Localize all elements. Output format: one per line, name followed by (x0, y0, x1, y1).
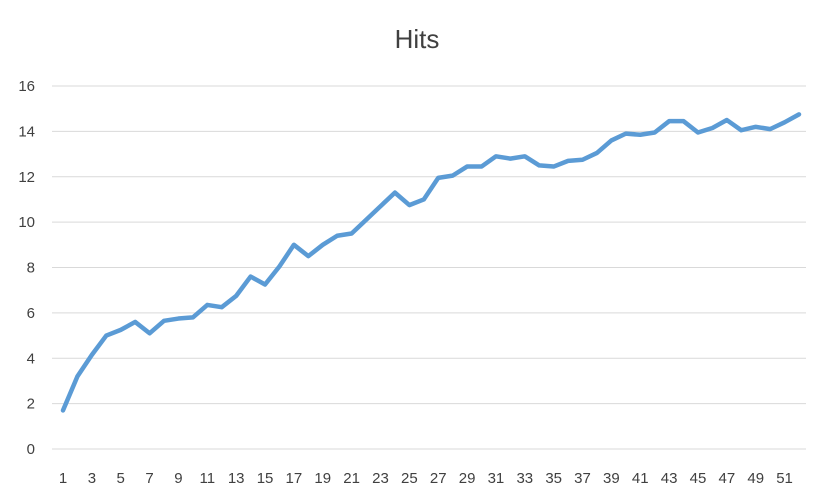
x-tick-label: 1 (59, 470, 67, 487)
x-tick-label: 19 (314, 470, 331, 487)
x-tick-label: 43 (661, 470, 678, 487)
series-line-0 (60, 112, 802, 413)
x-axis-tick-labels: 1 3 5 7 9 11 13 15 17 19 21 23 25 27 29 31 33 35 37 39 41 43 4… (59, 470, 793, 487)
y-tick-label: 4 (27, 350, 35, 367)
y-tick-label: 6 (27, 305, 35, 322)
x-tick-label: 45 (690, 470, 707, 487)
y-tick-label: 10 (18, 214, 35, 231)
y-tick-label: 14 (18, 123, 35, 140)
x-tick-label: 3 (88, 470, 96, 487)
x-tick-label: 33 (516, 470, 533, 487)
x-tick-label: 27 (430, 470, 447, 487)
y-tick-label: 0 (27, 441, 35, 458)
x-tick-label: 21 (343, 470, 360, 487)
y-tick-label: 8 (27, 260, 35, 277)
x-tick-label: 5 (117, 470, 125, 487)
x-tick-label: 17 (286, 470, 303, 487)
x-tick-label: 35 (545, 470, 562, 487)
x-tick-label: 31 (488, 470, 505, 487)
x-tick-label: 39 (603, 470, 620, 487)
gridlines (52, 85, 806, 450)
series-layer (60, 112, 802, 413)
x-tick-label: 25 (401, 470, 418, 487)
x-tick-label: 11 (200, 470, 216, 487)
y-tick-label: 12 (18, 169, 35, 186)
chart-title: Hits (395, 24, 440, 54)
x-tick-label: 9 (174, 470, 182, 487)
x-tick-label: 29 (459, 470, 476, 487)
x-tick-label: 13 (228, 470, 245, 487)
x-tick-label: 41 (632, 470, 649, 487)
x-tick-label: 47 (718, 470, 735, 487)
x-tick-label: 49 (747, 470, 764, 487)
x-tick-label: 7 (145, 470, 153, 487)
y-tick-label: 2 (27, 396, 35, 413)
y-axis-tick-labels: 0 2 4 6 8 10 12 14 16 (18, 78, 35, 458)
x-tick-label: 37 (574, 470, 591, 487)
y-tick-label: 16 (18, 78, 35, 95)
x-tick-label: 23 (372, 470, 389, 487)
x-tick-label: 51 (776, 470, 793, 487)
x-tick-label: 15 (257, 470, 274, 487)
